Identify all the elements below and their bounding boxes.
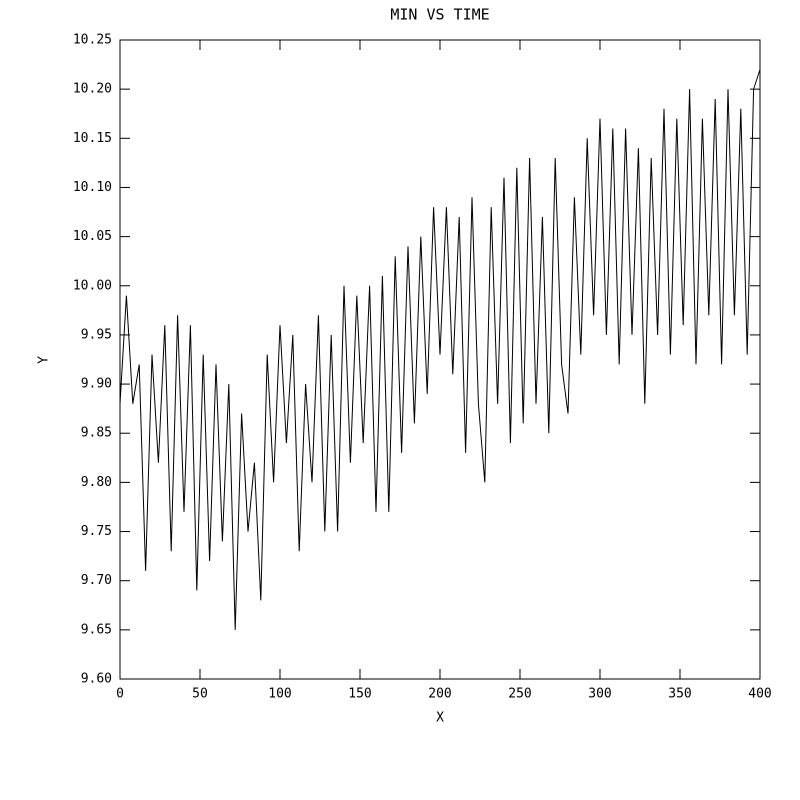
y-tick-label: 9.60 xyxy=(81,672,112,687)
x-tick-label: 150 xyxy=(348,687,371,702)
y-axis-label: Y xyxy=(37,356,52,364)
y-tick-label: 10.05 xyxy=(73,229,112,244)
data-line xyxy=(119,69,761,630)
chart-title: MIN VS TIME xyxy=(390,6,489,24)
x-tick-label: 200 xyxy=(428,687,451,702)
x-tick-label: 250 xyxy=(508,687,531,702)
x-tick-label: 50 xyxy=(192,687,208,702)
y-tick-label: 10.00 xyxy=(73,278,112,293)
x-tick-label: 400 xyxy=(748,687,771,702)
y-tick-label: 10.15 xyxy=(73,131,112,146)
x-tick-label: 350 xyxy=(668,687,691,702)
x-axis-label: X xyxy=(436,711,444,726)
y-tick-label: 9.85 xyxy=(81,426,112,441)
y-tick-label: 9.90 xyxy=(81,377,112,392)
y-tick-label: 9.80 xyxy=(81,475,112,490)
x-tick-label: 300 xyxy=(588,687,611,702)
x-tick-label: 0 xyxy=(116,687,124,702)
x-tick-label: 100 xyxy=(268,687,291,702)
y-tick-label: 9.70 xyxy=(81,573,112,588)
y-tick-label: 10.20 xyxy=(73,82,112,97)
y-tick-label: 9.95 xyxy=(81,327,112,342)
y-tick-label: 10.25 xyxy=(73,33,112,48)
y-tick-label: 9.65 xyxy=(81,622,112,637)
y-tick-label: 9.75 xyxy=(81,524,112,539)
y-tick-label: 10.10 xyxy=(73,180,112,195)
